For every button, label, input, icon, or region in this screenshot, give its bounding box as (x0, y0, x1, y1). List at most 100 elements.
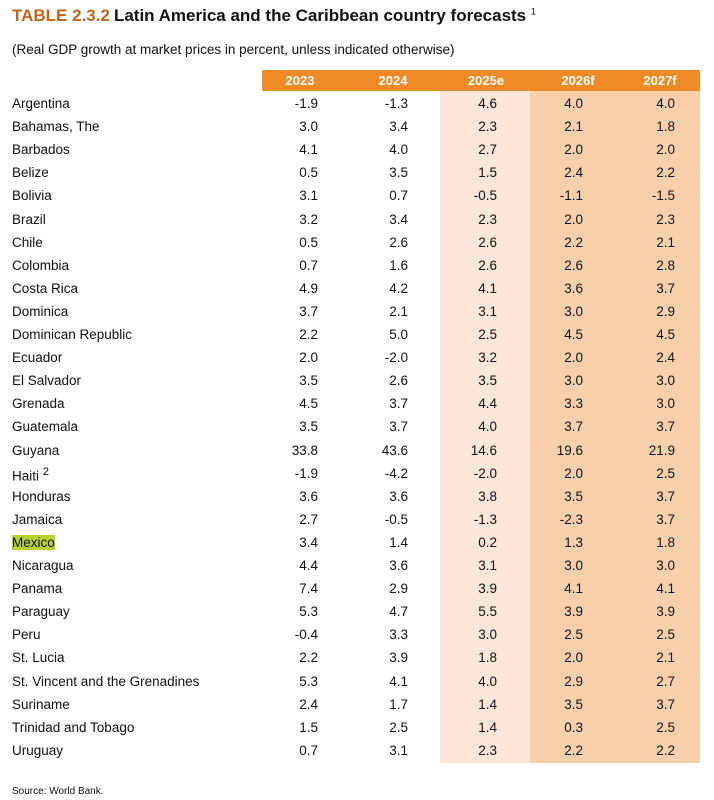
value-cell: 2.1 (656, 650, 675, 666)
value-cell: 3.7 (389, 419, 408, 435)
value-cell: 2.6 (389, 234, 408, 250)
country-name: Belize (12, 165, 49, 181)
value-cell: 4.1 (564, 581, 583, 597)
value-cell: -0.5 (473, 188, 497, 204)
country-cell: Belize (12, 165, 49, 180)
column-header: 2023 (285, 73, 315, 88)
country-name: Chile (12, 234, 43, 250)
value-cell: 3.7 (656, 488, 675, 504)
value-cell: 33.8 (291, 442, 318, 458)
country-name: Trinidad and Tobago (12, 719, 135, 735)
value-cell: 4.2 (389, 280, 408, 296)
value-cell: 2.6 (389, 373, 408, 389)
value-cell: 0.7 (389, 188, 408, 204)
value-cell: 2.1 (564, 119, 583, 135)
country-cell: Haiti 2 (12, 466, 49, 484)
value-cell: 3.9 (389, 650, 408, 666)
value-cell: 2.4 (299, 696, 318, 712)
country-name: Haiti (12, 468, 40, 484)
value-cell: 4.5 (564, 327, 583, 342)
value-cell: 2.6 (564, 257, 583, 273)
value-cell: 3.5 (564, 696, 583, 712)
value-cell: 5.0 (389, 327, 408, 342)
country-name: Peru (12, 627, 41, 643)
value-cell: 2.7 (656, 673, 675, 689)
footnote-mark: 2 (42, 465, 50, 478)
value-cell: 3.6 (389, 558, 408, 573)
value-cell: 3.5 (299, 419, 318, 435)
value-cell: 3.0 (564, 373, 583, 389)
value-cell: 3.0 (564, 303, 583, 319)
column-header: 2024 (378, 73, 408, 88)
value-cell: 2.7 (478, 142, 497, 158)
value-cell: 3.8 (478, 488, 497, 504)
value-cell: 2.5 (656, 627, 675, 643)
country-name: Dominica (12, 303, 69, 319)
country-name: Guyana (12, 442, 60, 458)
value-cell: 0.5 (299, 234, 318, 250)
value-cell: 43.6 (381, 442, 408, 458)
value-cell: 3.6 (299, 488, 318, 504)
value-cell: 2.7 (299, 511, 318, 527)
value-cell: -1.9 (294, 465, 318, 481)
value-cell: 4.7 (389, 604, 408, 620)
country-name: Brazil (12, 211, 46, 227)
country-cell: Suriname (12, 697, 70, 712)
country-cell: Trinidad and Tobago (12, 720, 134, 735)
value-cell: -2.3 (559, 511, 583, 527)
value-cell: 3.4 (389, 211, 408, 227)
value-cell: 2.1 (389, 303, 408, 319)
value-cell: 3.9 (564, 604, 583, 620)
country-cell: Chile (12, 235, 43, 250)
value-cell: -1.1 (559, 188, 583, 204)
value-cell: 2.9 (564, 673, 583, 689)
value-cell: 2.3 (478, 742, 497, 758)
value-cell: 2.3 (478, 119, 497, 135)
value-cell: 0.7 (299, 257, 318, 273)
country-cell: St. Lucia (12, 650, 65, 665)
value-cell: 4.0 (478, 419, 497, 435)
country-cell: El Salvador (12, 373, 81, 388)
value-cell: 1.6 (389, 257, 408, 273)
value-cell: -4.2 (384, 465, 408, 481)
country-cell: Guyana (12, 443, 59, 458)
value-cell: 0.2 (478, 534, 497, 550)
value-cell: 1.4 (478, 719, 497, 735)
country-name: Nicaragua (12, 558, 74, 573)
value-cell: 3.7 (656, 511, 675, 527)
country-cell: Guatemala (12, 419, 78, 434)
value-cell: -2.0 (473, 465, 497, 481)
value-cell: -1.3 (473, 511, 497, 527)
value-cell: 1.4 (478, 696, 497, 712)
value-cell: 5.3 (299, 604, 318, 620)
value-cell: 3.7 (564, 419, 583, 435)
value-cell: -1.5 (651, 188, 675, 204)
value-cell: 2.5 (564, 627, 583, 643)
value-cell: 1.4 (389, 534, 408, 550)
value-cell: 1.5 (299, 719, 318, 735)
value-cell: 3.5 (299, 373, 318, 389)
country-name: Panama (12, 581, 63, 597)
value-cell: 3.3 (389, 627, 408, 643)
value-cell: 3.5 (478, 373, 497, 389)
country-name: Uruguay (12, 742, 64, 758)
value-cell: 1.8 (656, 119, 675, 135)
value-cell: 1.5 (478, 165, 497, 181)
estimate-band (440, 91, 530, 763)
value-cell: -1.3 (384, 96, 408, 111)
value-cell: 5.3 (299, 673, 318, 689)
value-cell: 4.1 (299, 142, 318, 158)
value-cell: 4.1 (389, 673, 408, 689)
value-cell: 3.9 (656, 604, 675, 620)
value-cell: 0.7 (299, 742, 318, 758)
country-cell: Panama (12, 581, 62, 596)
country-name: Argentina (12, 96, 70, 111)
value-cell: 3.7 (656, 280, 675, 296)
column-header: 2025e (467, 73, 505, 88)
value-cell: 3.3 (564, 396, 583, 412)
country-cell: Bahamas, The (12, 119, 100, 134)
country-cell: Dominican Republic (12, 327, 132, 342)
country-name: St. Vincent and the Grenadines (12, 673, 200, 689)
value-cell: 2.5 (478, 327, 497, 342)
country-cell: Jamaica (12, 512, 62, 527)
